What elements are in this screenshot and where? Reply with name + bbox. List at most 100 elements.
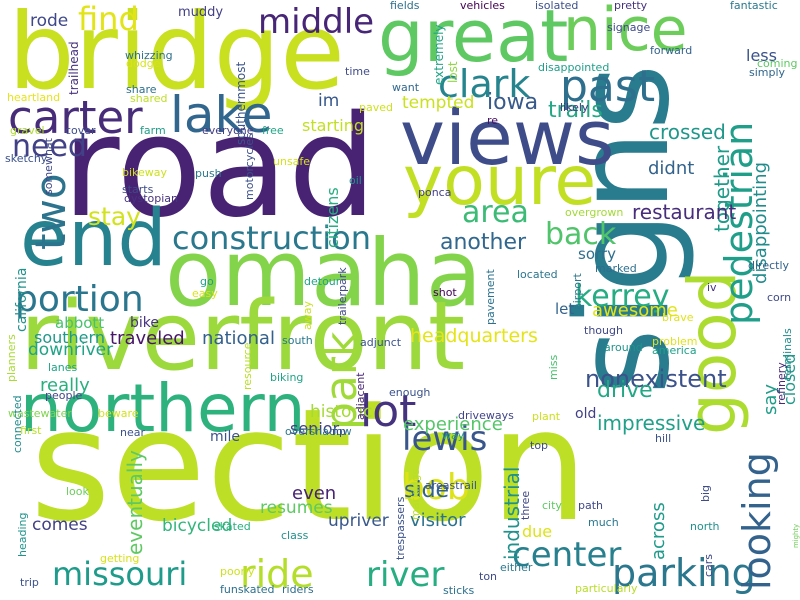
word-share: share — [126, 83, 157, 96]
word-trailhead: trailhead — [67, 41, 81, 95]
word-class: class — [281, 529, 309, 542]
word-stay: stay — [88, 202, 141, 231]
word-center: center — [512, 535, 622, 575]
word-bob: bob — [402, 467, 470, 508]
word-kerrey: kerrey — [575, 279, 670, 314]
word-cover: cover — [65, 124, 96, 137]
word-look: look — [66, 485, 89, 498]
word-though: though — [584, 324, 623, 337]
word-fields: fields — [390, 0, 420, 12]
word-visitor: visitor — [410, 510, 466, 531]
word-signage: signage — [607, 21, 651, 34]
word-easy: easy — [192, 287, 218, 300]
word-national: national — [202, 328, 275, 349]
word-less: less — [746, 46, 777, 65]
word-free: free — [262, 124, 284, 137]
word-top: top — [530, 439, 549, 452]
word-want: want — [392, 81, 420, 94]
word-southern: southern — [34, 328, 105, 347]
word-tempted: tempted — [402, 93, 475, 113]
word-nonexistent: nonexistent — [585, 365, 727, 393]
word-back: back — [545, 217, 617, 252]
word-much: much — [588, 516, 619, 529]
word-find: find — [78, 0, 139, 38]
word-restaurant: restaurant — [632, 200, 737, 224]
word-coming: coming — [757, 57, 798, 70]
word-isolated: isolated — [535, 0, 579, 12]
word-ponca: ponca — [418, 186, 452, 199]
word-rode: rode — [30, 11, 69, 31]
word-airport: airport — [571, 273, 584, 310]
word-brave: brave — [662, 311, 694, 324]
word-river: river — [366, 555, 445, 595]
word-driveways: driveways — [458, 409, 514, 422]
word-senior: senior — [290, 419, 340, 438]
word-first: first — [20, 424, 42, 437]
word-directly: directly — [748, 259, 790, 272]
word-adjacent: adjacent — [354, 372, 367, 420]
word-didnt: didnt — [648, 158, 695, 179]
word-lanes: lanes — [48, 361, 78, 374]
word-muddy: muddy — [178, 5, 224, 20]
word-trails: trails — [548, 98, 603, 123]
word-due: due — [522, 522, 553, 541]
word-north: north — [690, 520, 720, 533]
word-carter: carter — [8, 91, 143, 144]
word-mile: mile — [210, 429, 241, 445]
word-south: south — [282, 334, 313, 347]
word-need: need — [12, 129, 87, 164]
word-corn: corn — [767, 291, 792, 304]
word-pavement: pavement — [484, 269, 497, 325]
word-lot: lot — [360, 386, 417, 437]
word-section: section — [30, 375, 589, 556]
word-missouri: missouri — [52, 555, 188, 593]
word-beware: beware — [98, 407, 139, 420]
word-clark: clark — [438, 62, 531, 106]
word-dystopian: dystopian — [124, 192, 179, 205]
word-omaha: omaha — [165, 220, 482, 327]
word-bridge: bridge — [8, 0, 345, 113]
word-trespassers: trespassers — [394, 496, 407, 560]
word-somewhat: somewhat — [42, 138, 55, 195]
word-hill: hill — [655, 432, 672, 445]
word-away: away — [301, 301, 314, 330]
word-downriver: downriver — [28, 340, 114, 360]
word-plant: plant — [532, 410, 561, 423]
word-comes: comes — [32, 515, 88, 535]
word-great: great — [378, 0, 569, 78]
word-likely: likely — [560, 101, 589, 114]
word-citizens: citizens — [323, 187, 342, 248]
word-middle: middle — [258, 2, 375, 42]
word-views: views — [400, 93, 615, 182]
word-overshadow: overshadow — [285, 425, 352, 438]
word-old: old — [575, 406, 597, 422]
word-area: area — [462, 195, 529, 230]
word-forward: forward — [650, 44, 693, 57]
word-motorcycles: motorcycles — [243, 133, 256, 200]
word-another: another — [440, 230, 527, 255]
word-trailerpark: trailerpark — [336, 267, 349, 325]
word-ton: ton — [479, 570, 498, 583]
word-side: side — [404, 478, 450, 503]
word-path: path — [578, 499, 604, 512]
word-awesome: awesome — [592, 300, 678, 321]
word-bicycled: bicycled — [162, 516, 233, 536]
word-starts: starts — [122, 183, 154, 196]
word-heartland: heartland — [7, 91, 61, 104]
word-trip: trip — [20, 576, 39, 589]
word-markings: markings — [409, 468, 422, 520]
word-miss: miss — [547, 354, 560, 380]
word-everyone: everyone — [202, 124, 254, 137]
word-iv: iv — [707, 281, 717, 294]
word-impressive: impressive — [597, 411, 706, 435]
word-around: around — [604, 341, 643, 354]
word-starting: starting — [302, 116, 365, 135]
word-city: city — [542, 499, 562, 512]
word-across: across — [648, 502, 669, 560]
word-pretty: pretty — [614, 0, 648, 12]
word-particularly: particularly — [575, 582, 638, 595]
word-located: located — [517, 268, 558, 281]
word-crossed: crossed — [649, 120, 726, 144]
word-fantastic: fantastic — [730, 0, 778, 12]
word-looking: looking — [735, 452, 779, 590]
